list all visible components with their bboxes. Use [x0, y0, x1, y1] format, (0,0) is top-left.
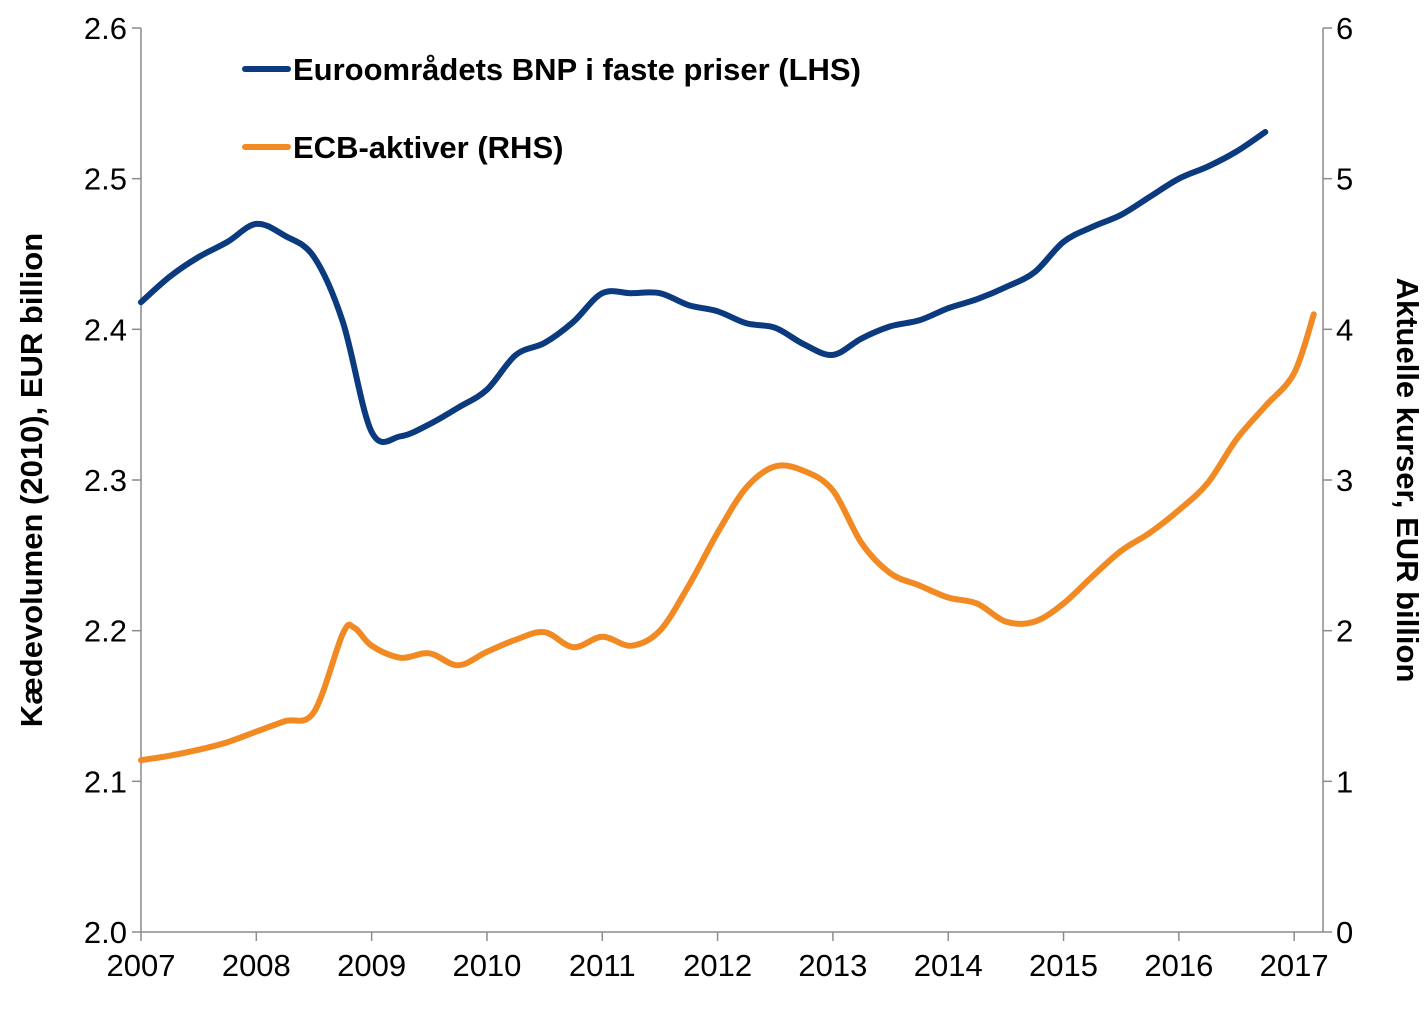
- y-right-tick-label: 4: [1336, 312, 1353, 347]
- x-tick-label: 2010: [452, 948, 521, 983]
- x-tick-label: 2014: [914, 948, 983, 983]
- y-left-tick-label: 2.0: [84, 915, 127, 950]
- y-axis-right-title: Aktuelle kurser, EUR billion: [1390, 278, 1425, 683]
- ticks-layer: 2.0 2.1 2.2 2.3 2.4 2.5 2.6 0 1 2 3 4 5 6 2007 2008 2009…: [84, 11, 1353, 983]
- x-tick-label: 2012: [683, 948, 752, 983]
- x-tick-label: 2013: [798, 948, 867, 983]
- gdp-series-line: [138, 129, 1269, 445]
- x-tick-label: 2008: [222, 948, 291, 983]
- legend-label-ecb: ECB-aktiver (RHS): [293, 130, 563, 165]
- series-layer: [138, 129, 1317, 764]
- y-right-tick-label: 6: [1336, 11, 1353, 46]
- y-right-tick-label: 5: [1336, 162, 1353, 197]
- y-left-tick-label: 2.1: [84, 764, 127, 799]
- x-tick-label: 2011: [569, 948, 636, 983]
- x-tick-label: 2009: [337, 948, 406, 983]
- y-left-tick-label: 2.3: [84, 463, 127, 498]
- x-tick-label: 2017: [1260, 948, 1329, 983]
- y-axis-left-title: Kædevolumen (2010), EUR billion: [14, 233, 49, 727]
- x-tick-label: 2016: [1144, 948, 1213, 983]
- y-left-tick-label: 2.6: [84, 11, 127, 46]
- y-left-tick-label: 2.4: [84, 312, 127, 347]
- x-tick-label: 2015: [1029, 948, 1098, 983]
- x-tick-label: 2007: [107, 948, 176, 983]
- legend-label-gdp: Euroområdets BNP i faste priser (LHS): [293, 52, 861, 87]
- ecb-assets-series-line: [138, 311, 1317, 764]
- y-left-tick-label: 2.2: [84, 614, 127, 649]
- legend: Euroområdets BNP i faste priser (LHS) EC…: [242, 52, 861, 165]
- y-right-tick-label: 1: [1336, 764, 1353, 799]
- y-right-tick-label: 0: [1336, 915, 1353, 950]
- y-right-tick-label: 3: [1336, 463, 1353, 498]
- y-left-tick-label: 2.5: [84, 162, 127, 197]
- y-right-tick-label: 2: [1336, 614, 1353, 649]
